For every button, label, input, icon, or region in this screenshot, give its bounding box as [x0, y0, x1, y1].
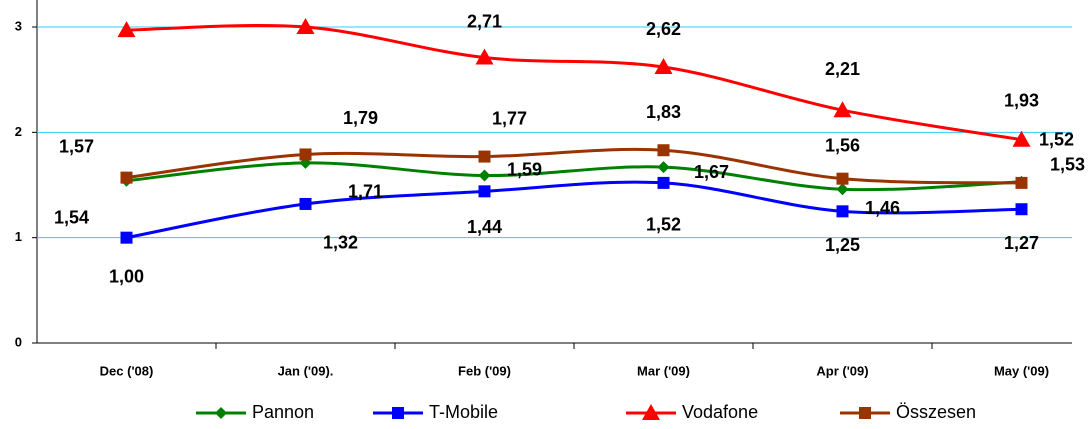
x-tick-label: Mar ('09) [637, 363, 690, 378]
data-label: 1,77 [492, 108, 527, 128]
data-label: 1,27 [1004, 233, 1039, 253]
data-point [120, 231, 133, 244]
data-label: 1,56 [825, 135, 860, 155]
data-label: 1,53 [1050, 155, 1085, 175]
legend-label: Vodafone [682, 402, 758, 422]
data-label: 1,71 [348, 182, 383, 202]
data-label: 1,83 [646, 102, 681, 122]
data-label: 1,57 [59, 136, 94, 156]
data-label: 1,59 [507, 159, 542, 179]
data-point [478, 185, 491, 198]
data-label: 1,00 [109, 266, 144, 286]
series-line [126, 24, 1022, 142]
data-point [657, 144, 670, 157]
data-point [654, 58, 673, 75]
series-line [126, 147, 1022, 185]
data-point [478, 169, 491, 182]
data-point [299, 148, 312, 161]
y-tick-label: 0 [15, 334, 22, 349]
data-point [836, 205, 849, 218]
legend-marker [215, 407, 227, 419]
data-label: 2,62 [646, 19, 681, 39]
data-point [296, 18, 315, 34]
data-point [836, 172, 849, 185]
data-point [475, 48, 494, 65]
y-tick-label: 3 [15, 18, 22, 33]
data-label: 2,71 [467, 11, 502, 31]
series-line [126, 180, 1022, 240]
x-tick-label: Dec ('08) [100, 363, 154, 378]
data-label: 1,32 [323, 233, 358, 253]
data-point [833, 101, 852, 118]
data-label: 1,54 [54, 208, 89, 228]
data-point [657, 161, 670, 174]
legend-label: T-Mobile [429, 402, 498, 422]
series-line [126, 161, 1022, 192]
data-label: 1,25 [825, 235, 860, 255]
data-point [1012, 130, 1031, 147]
data-label: 1,52 [646, 215, 681, 235]
legend-label: Pannon [252, 402, 314, 422]
data-label: 1,44 [467, 217, 502, 237]
data-point [478, 150, 491, 163]
x-tick-label: Jan ('09). [278, 363, 334, 378]
x-tick-label: Apr ('09) [816, 363, 868, 378]
data-label: 1,93 [1004, 90, 1039, 110]
data-label: 1,46 [865, 198, 900, 218]
data-label: 1,52 [1039, 130, 1074, 150]
legend-label: Összesen [896, 402, 976, 422]
data-point [1015, 176, 1028, 189]
legend-marker [642, 404, 660, 420]
x-tick-label: May ('09) [994, 363, 1049, 378]
data-label: 1,79 [343, 108, 378, 128]
legend-marker [859, 407, 871, 419]
data-point [117, 21, 136, 38]
data-point [1015, 203, 1028, 216]
data-label: 2,21 [825, 59, 860, 79]
data-point [836, 183, 849, 196]
data-label: 1,67 [694, 162, 729, 182]
y-tick-label: 1 [15, 229, 22, 244]
data-point [299, 197, 312, 210]
data-point [657, 176, 670, 189]
data-point [120, 171, 133, 184]
y-tick-label: 2 [15, 124, 22, 139]
legend-marker [392, 407, 404, 419]
x-tick-label: Feb ('09) [458, 363, 511, 378]
